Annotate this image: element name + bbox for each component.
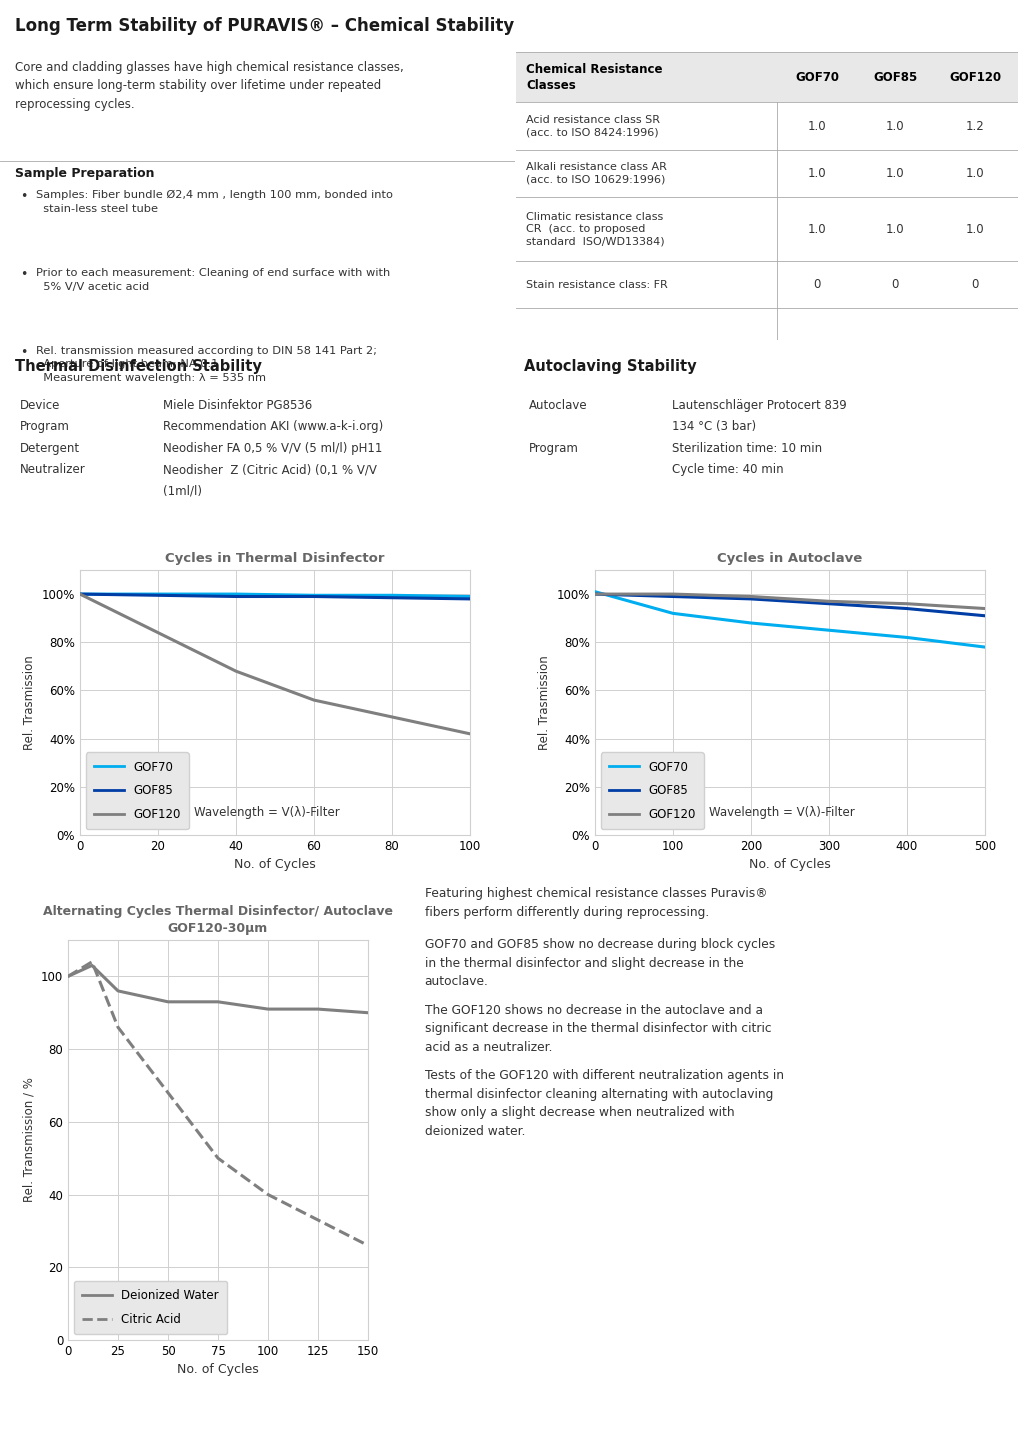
Text: Stain resistance class: FR: Stain resistance class: FR <box>526 279 668 289</box>
Text: 0: 0 <box>813 278 821 291</box>
Text: Rel. transmission measured according to DIN 58 141 Part 2;
  Aperture of light b: Rel. transmission measured according to … <box>36 346 377 383</box>
Text: The GOF120 shows no decrease in the autoclave and a
significant decrease in the : The GOF120 shows no decrease in the auto… <box>425 1004 772 1054</box>
Title: Alternating Cycles Thermal Disinfector/ Autoclave
GOF120-30μm: Alternating Cycles Thermal Disinfector/ … <box>43 905 393 934</box>
Text: 1.0: 1.0 <box>808 223 827 236</box>
Title: Cycles in Thermal Disinfector: Cycles in Thermal Disinfector <box>165 552 385 565</box>
Title: Cycles in Autoclave: Cycles in Autoclave <box>718 552 862 565</box>
Text: GOF70: GOF70 <box>795 71 839 84</box>
Text: Thermal Disinfection Stability: Thermal Disinfection Stability <box>15 359 263 373</box>
Text: •: • <box>20 346 27 359</box>
Legend: GOF70, GOF85, GOF120: GOF70, GOF85, GOF120 <box>601 752 703 829</box>
Legend: GOF70, GOF85, GOF120: GOF70, GOF85, GOF120 <box>86 752 188 829</box>
Text: Chemical Resistance
Classes: Chemical Resistance Classes <box>526 62 663 91</box>
Text: 1.0: 1.0 <box>808 120 827 133</box>
Text: Device
Program
Detergent
Neutralizer: Device Program Detergent Neutralizer <box>20 399 87 476</box>
Text: Acid resistance class SR
(acc. to ISO 8424:1996): Acid resistance class SR (acc. to ISO 84… <box>526 116 660 137</box>
Text: Autoclaving Stability: Autoclaving Stability <box>524 359 697 373</box>
Y-axis label: Rel. Trasmission: Rel. Trasmission <box>539 655 551 750</box>
Text: Long Term Stability of PURAVIS® – Chemical Stability: Long Term Stability of PURAVIS® – Chemic… <box>15 17 514 35</box>
Text: Wavelength = V(λ)-Filter: Wavelength = V(λ)-Filter <box>194 805 340 818</box>
Text: 1.2: 1.2 <box>966 120 984 133</box>
Y-axis label: Rel. Transmission / %: Rel. Transmission / % <box>22 1077 36 1203</box>
Text: Alkali resistance class AR
(acc. to ISO 10629:1996): Alkali resistance class AR (acc. to ISO … <box>526 162 667 185</box>
Text: Sample Preparation: Sample Preparation <box>15 168 155 181</box>
Text: 0: 0 <box>971 278 979 291</box>
Text: Core and cladding glasses have high chemical resistance classes,
which ensure lo: Core and cladding glasses have high chem… <box>15 61 404 111</box>
Text: 1.0: 1.0 <box>966 168 984 181</box>
Text: Autoclave

Program: Autoclave Program <box>529 399 588 455</box>
Text: Climatic resistance class
CR  (acc. to proposed
standard  ISO/WD13384): Climatic resistance class CR (acc. to pr… <box>526 211 665 246</box>
Text: 1.0: 1.0 <box>886 223 904 236</box>
Text: 1.0: 1.0 <box>808 168 827 181</box>
Text: 1.0: 1.0 <box>886 120 904 133</box>
Text: Featuring highest chemical resistance classes Puravis®
fibers perform differentl: Featuring highest chemical resistance cl… <box>425 888 768 918</box>
Bar <box>516 52 1018 103</box>
X-axis label: No. of Cycles: No. of Cycles <box>177 1364 259 1377</box>
Text: Tests of the GOF120 with different neutralization agents in
thermal disinfector : Tests of the GOF120 with different neutr… <box>425 1069 784 1138</box>
Text: GOF85: GOF85 <box>872 71 917 84</box>
Text: 1.0: 1.0 <box>966 223 984 236</box>
Text: Lautenschläger Protocert 839
134 °C (3 bar)
Sterilization time: 10 min
Cycle tim: Lautenschläger Protocert 839 134 °C (3 b… <box>672 399 847 476</box>
Text: GOF70 and GOF85 show no decrease during block cycles
in the thermal disinfector : GOF70 and GOF85 show no decrease during … <box>425 938 775 988</box>
Text: Miele Disinfektor PG8536
Recommendation AKI (www.a-k-i.org)
Neodisher FA 0,5 % V: Miele Disinfektor PG8536 Recommendation … <box>163 399 383 497</box>
Text: 0: 0 <box>892 278 899 291</box>
Text: •: • <box>20 191 27 204</box>
Y-axis label: Rel. Trasmission: Rel. Trasmission <box>23 655 37 750</box>
Legend: Deionized Water, Citric Acid: Deionized Water, Citric Acid <box>74 1281 227 1335</box>
X-axis label: No. of Cycles: No. of Cycles <box>749 859 831 872</box>
X-axis label: No. of Cycles: No. of Cycles <box>234 859 316 872</box>
Text: •: • <box>20 268 27 281</box>
Text: Samples: Fiber bundle Ø2,4 mm , length 100 mm, bonded into
  stain-less steel tu: Samples: Fiber bundle Ø2,4 mm , length 1… <box>36 191 393 214</box>
Text: Wavelength = V(λ)-Filter: Wavelength = V(λ)-Filter <box>710 805 855 818</box>
Text: GOF120: GOF120 <box>949 71 1002 84</box>
Text: Prior to each measurement: Cleaning of end surface with with
  5% V/V acetic aci: Prior to each measurement: Cleaning of e… <box>36 268 390 292</box>
Text: 1.0: 1.0 <box>886 168 904 181</box>
